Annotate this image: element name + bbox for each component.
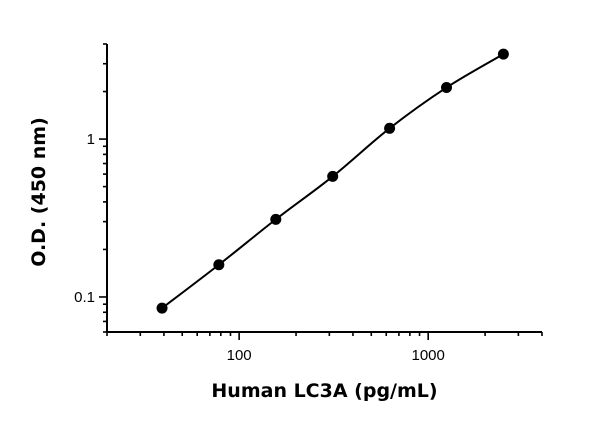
- y-tick-label: 1: [87, 131, 95, 148]
- data-point: [441, 82, 453, 94]
- data-point: [327, 170, 339, 182]
- x-tick-label: 1000: [411, 347, 444, 364]
- data-point: [156, 302, 168, 314]
- tick-marks: [99, 43, 543, 340]
- y-axis-title: O.D. (450 nm): [28, 117, 50, 267]
- axes: [106, 44, 542, 333]
- y-tick-label: 0.1: [74, 289, 95, 306]
- data-point: [270, 213, 282, 225]
- tick-labels: 0.1 1 100 1000: [74, 131, 445, 364]
- x-tick-label: 100: [227, 347, 252, 364]
- data-point: [384, 122, 396, 134]
- x-axis-title: Human LC3A (pg/mL): [211, 380, 437, 402]
- data-point: [497, 48, 509, 60]
- data-points: [156, 48, 509, 314]
- data-point: [213, 259, 225, 271]
